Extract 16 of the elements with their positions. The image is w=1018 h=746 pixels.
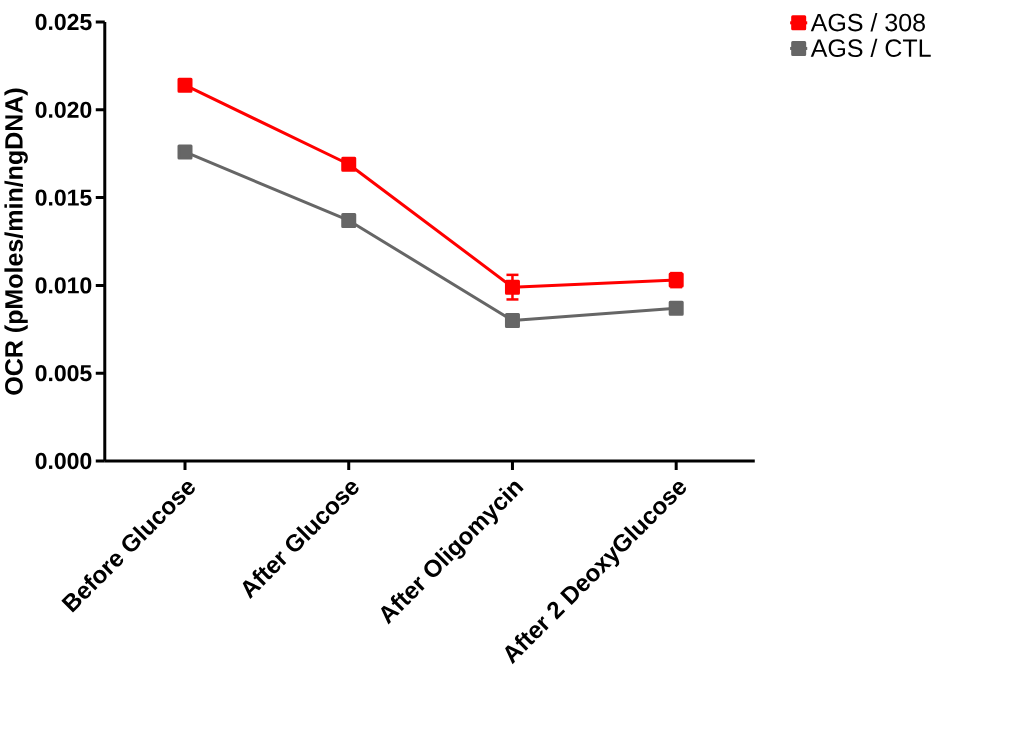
y-tick-label: 0.015 — [35, 189, 92, 206]
legend-label: AGS / 308 — [810, 13, 925, 32]
point — [504, 279, 520, 295]
point — [504, 313, 520, 329]
y-tick-label: 0.000 — [35, 452, 92, 470]
legend-label: AGS / CTL — [810, 38, 931, 57]
point — [341, 156, 357, 172]
point — [668, 300, 684, 316]
point — [341, 212, 357, 228]
y-axis-title: OCR (pMoles/min/ngDNA) — [4, 88, 28, 395]
y-tick-label: 0.005 — [35, 365, 92, 382]
y-tick-label: 0.010 — [35, 277, 92, 294]
y-tick-label: 0.025 — [35, 13, 92, 31]
y-tick-label: 0.020 — [35, 101, 92, 118]
point — [177, 77, 193, 93]
point — [177, 144, 193, 160]
